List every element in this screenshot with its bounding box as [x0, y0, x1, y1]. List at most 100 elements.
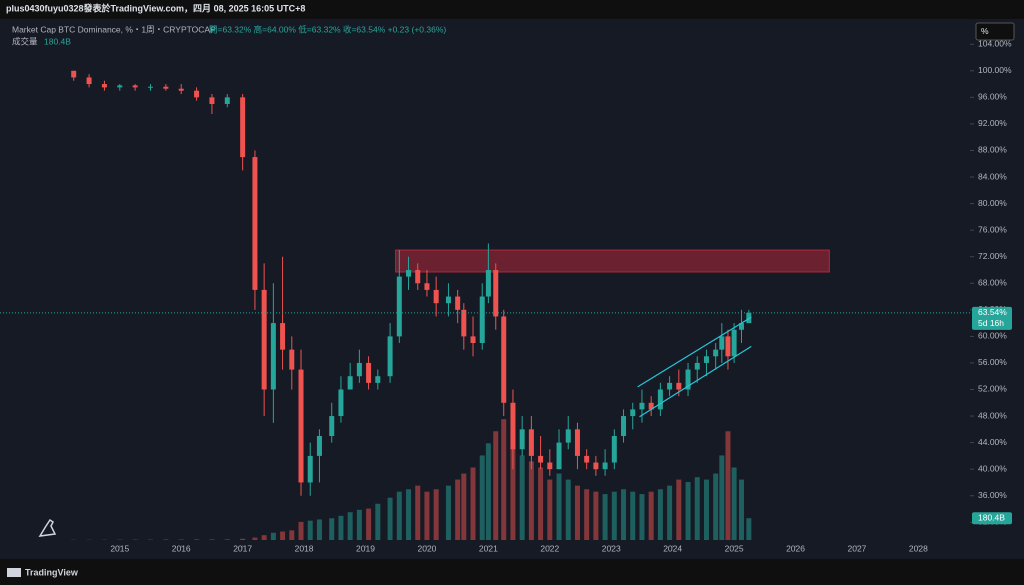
logo-dino [38, 518, 57, 537]
countdown: 5d 16h [978, 318, 1004, 328]
volume-bar [240, 538, 246, 540]
volume-bar [574, 485, 580, 540]
volume-bar [528, 461, 534, 540]
candle-body [519, 429, 525, 450]
candle-body [366, 362, 372, 383]
y-tick-label: 44.00% [978, 437, 1007, 447]
scale-button[interactable] [975, 22, 1015, 41]
candle-body [101, 84, 107, 88]
volume-bar [316, 519, 322, 540]
x-tick-label: 2025 [725, 543, 744, 553]
x-tick-label: 2018 [295, 543, 314, 553]
candle-body [178, 88, 184, 91]
volume-bar [338, 515, 344, 540]
candle-body [270, 323, 276, 390]
candle-body [406, 269, 412, 277]
y-tick-label: 76.00% [978, 224, 1007, 234]
candle-body [611, 435, 617, 463]
volume-bar [415, 485, 421, 540]
volume-bar [719, 455, 725, 540]
y-tick-label: 104.00% [978, 38, 1012, 48]
volume-bar [519, 455, 525, 540]
volume-title: 成交量 [12, 36, 38, 46]
candle-body [415, 269, 421, 284]
volume-bar [648, 491, 654, 540]
x-tick-label: 2026 [786, 543, 805, 553]
y-tick-label: 88.00% [978, 145, 1007, 155]
candle-body [461, 309, 467, 337]
candle-body [375, 376, 381, 383]
candle-body [71, 70, 77, 78]
volume-bar [556, 473, 562, 540]
y-tick-label: 92.00% [978, 118, 1007, 128]
volume-bar [396, 491, 402, 540]
candle-body [694, 362, 700, 370]
candle-body [667, 382, 673, 390]
x-tick-label: 2019 [356, 543, 375, 553]
volume-bar [261, 535, 267, 540]
candle-body [424, 283, 430, 290]
brand-logo [7, 568, 21, 577]
volume-legend: 180.4B [44, 36, 71, 46]
candle-body [307, 455, 313, 483]
candle-body [261, 289, 267, 390]
plot: 104.00% 100.00% 96.00% 92.00% 88.00% 84.00% 80… [0, 38, 1012, 553]
candle-body [396, 276, 402, 337]
y-tick-label: 56.00% [978, 357, 1007, 367]
candle-body [470, 336, 476, 344]
candle-body [224, 97, 230, 104]
candle-body [298, 369, 304, 483]
volume-bar [547, 479, 553, 540]
volume-bar [209, 539, 215, 540]
candle-body [338, 389, 344, 417]
y-tick-label: 52.00% [978, 384, 1007, 394]
candle-body [685, 369, 691, 390]
volume-bar [455, 479, 461, 540]
candle-body [132, 85, 138, 88]
candle-body [194, 90, 200, 98]
volume-bar [424, 491, 430, 540]
y-tick-label: 72.00% [978, 251, 1007, 261]
candle-body [648, 402, 654, 410]
x-tick-label: 2021 [479, 543, 498, 553]
brand: TradingView [25, 567, 79, 577]
volume-bar [406, 489, 412, 540]
candle-body [289, 349, 295, 370]
candle-body [621, 416, 627, 436]
volume-bar [667, 485, 673, 540]
y-tick-label: 96.00% [978, 92, 1007, 102]
last-price-label: 63.54% [978, 307, 1007, 317]
candle-body [713, 349, 719, 357]
volume-bar [493, 431, 499, 540]
publisher: plus0430fuyu0328發表於TradingView.com，四月 08… [6, 2, 305, 13]
candle-body [86, 77, 92, 85]
volume-bar [366, 508, 372, 540]
candle-body [719, 336, 725, 350]
x-tick-label: 2016 [172, 543, 191, 553]
y-tick-label: 84.00% [978, 171, 1007, 181]
candle-body [639, 402, 645, 410]
volume-bar [621, 489, 627, 540]
candle-body [584, 455, 590, 463]
volume-bar [356, 509, 362, 540]
volume-bar [224, 539, 230, 540]
volume-bar [639, 494, 645, 540]
candle-body [209, 97, 215, 104]
volume-bar [485, 443, 491, 540]
y-tick-label: 60.00% [978, 331, 1007, 341]
candle-body [316, 435, 322, 456]
y-tick-label: 36.00% [978, 490, 1007, 500]
scale-button-label[interactable]: % [981, 26, 989, 36]
volume-bar [731, 467, 737, 540]
volume-bar [307, 520, 313, 540]
candle-body [347, 376, 353, 390]
volume-bar [738, 479, 744, 540]
volume-bar [657, 489, 663, 540]
candle-body [433, 289, 439, 304]
candle-body [510, 402, 516, 450]
volume-bar [470, 467, 476, 540]
volume-bar [433, 489, 439, 540]
y-tick-label: 68.00% [978, 278, 1007, 288]
channel-line [639, 345, 752, 418]
ohlc-legend: 開=63.32% 高=64.00% 低=63.32% 收=63.54% +0.2… [209, 24, 446, 34]
